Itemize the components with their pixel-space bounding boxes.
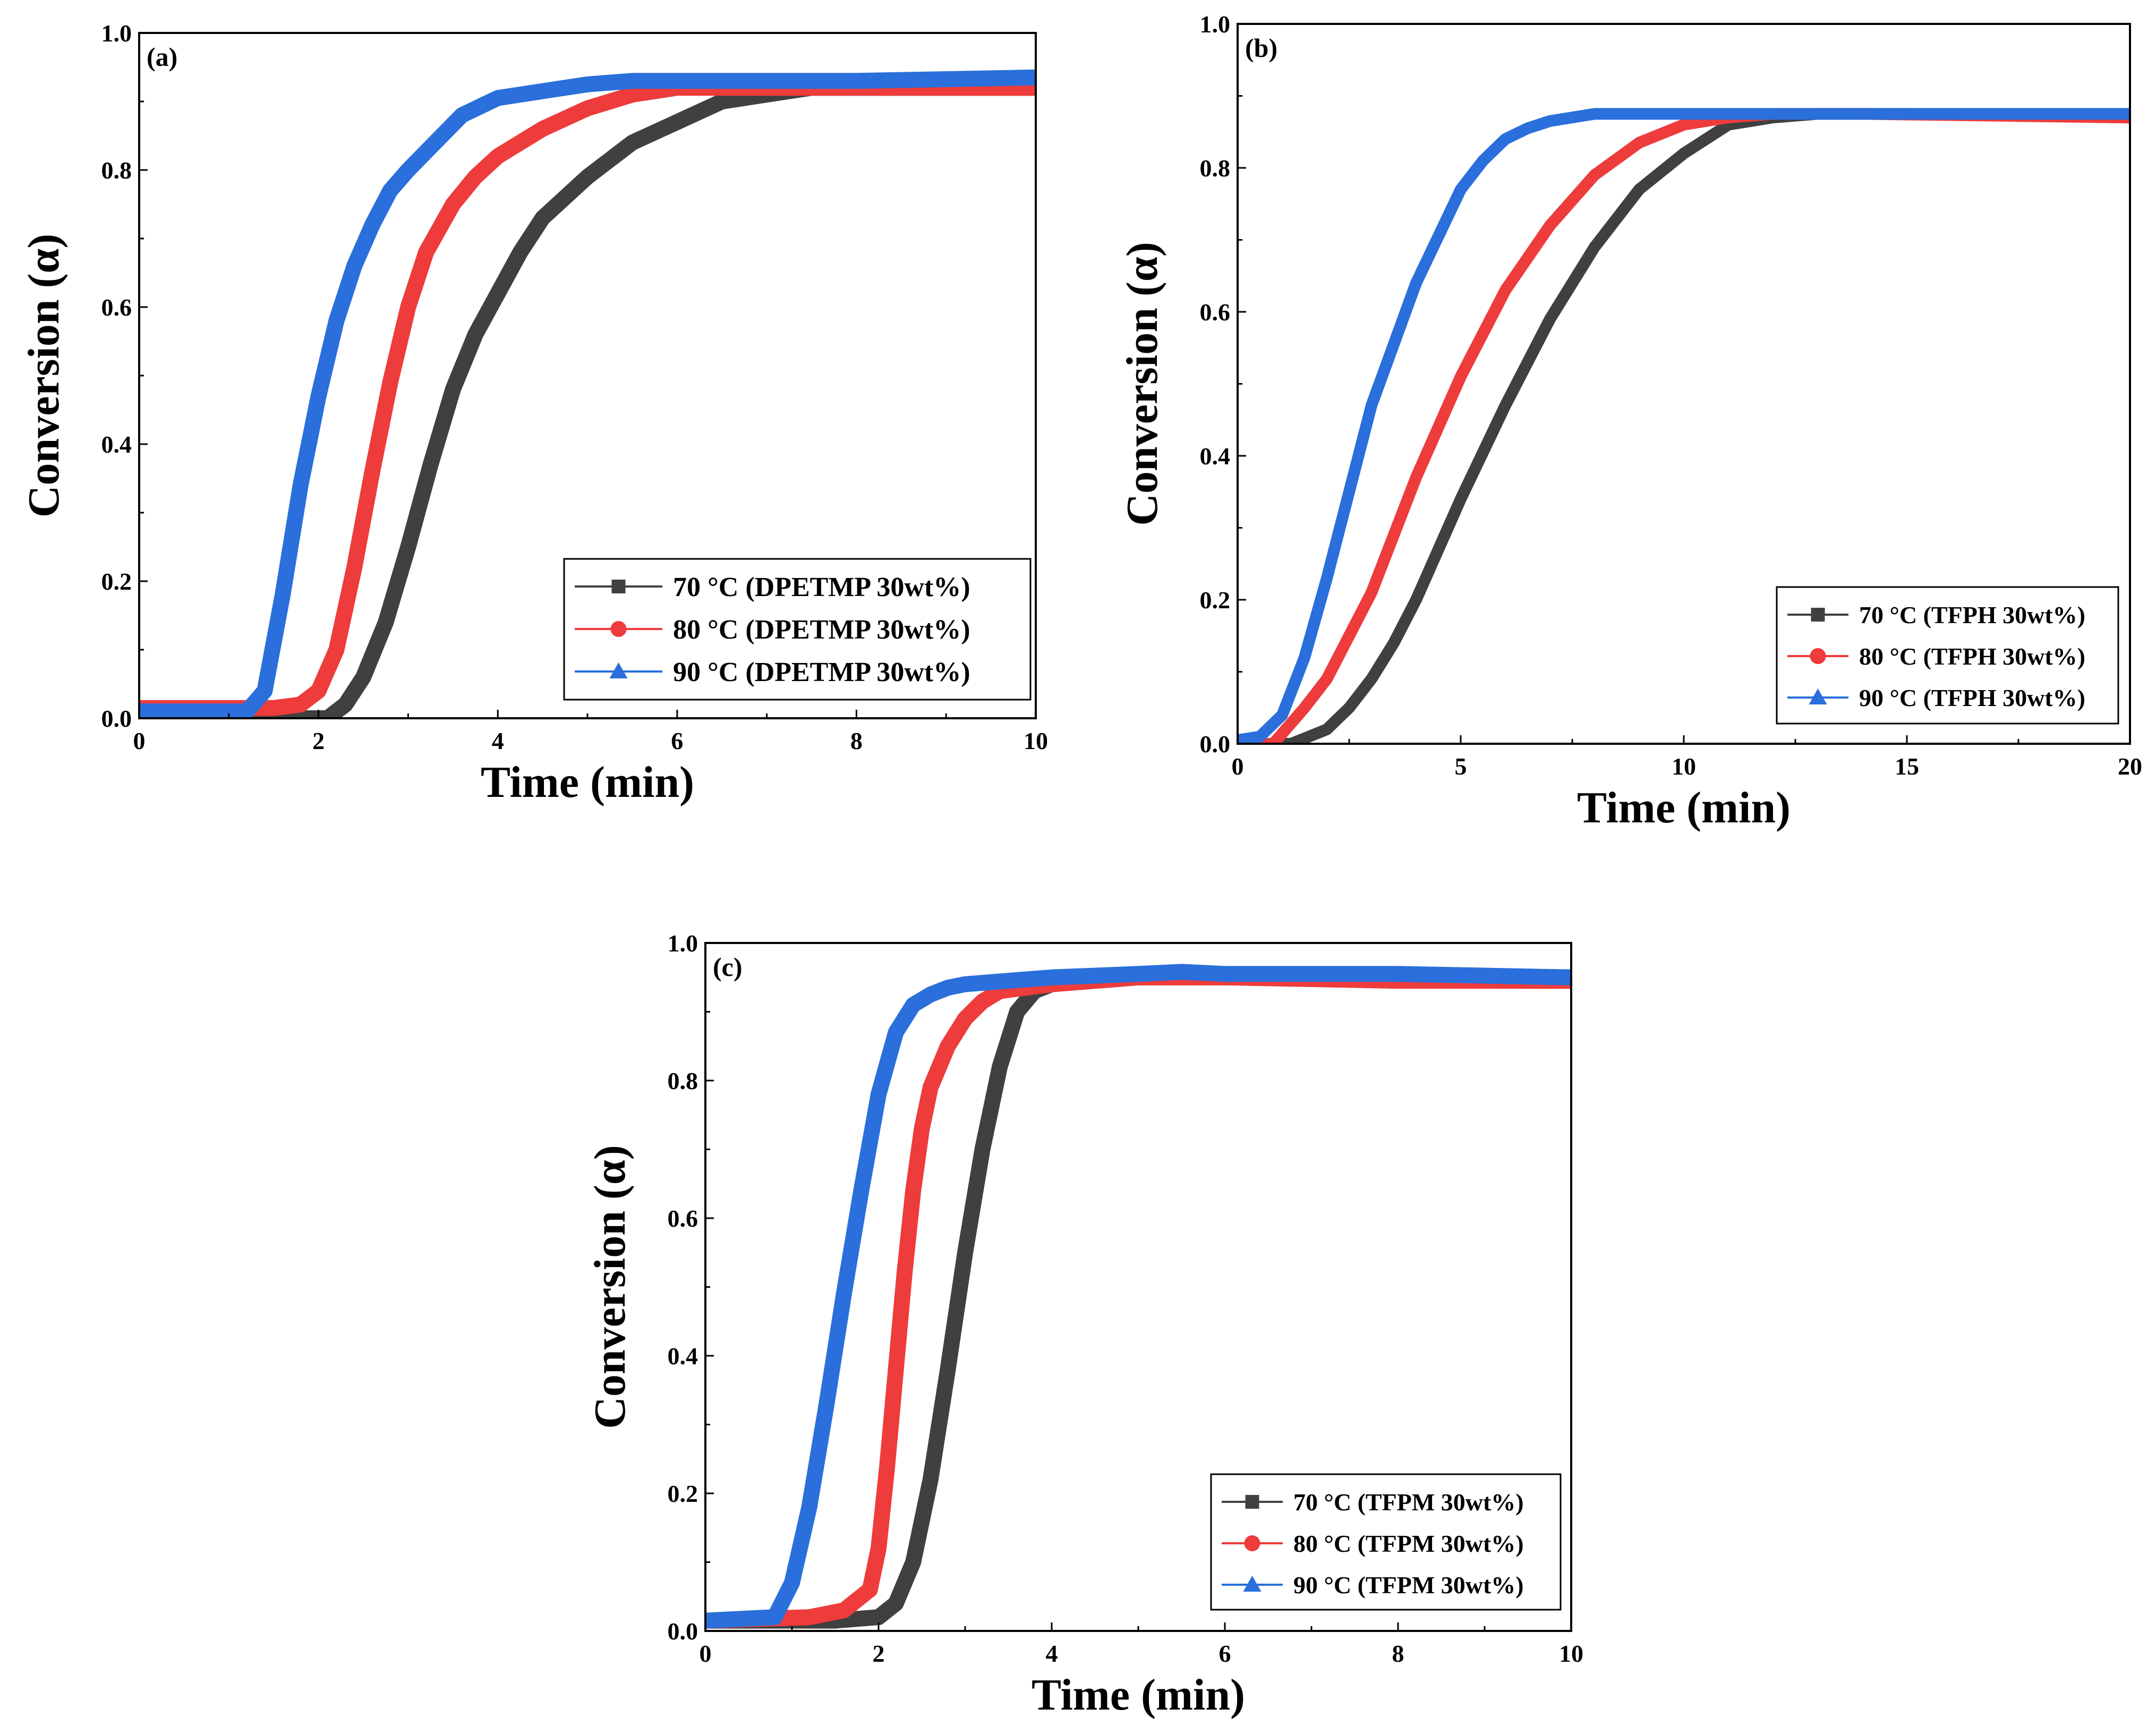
series-line-2 <box>139 69 1036 718</box>
x-tick-label: 8 <box>1392 1640 1404 1667</box>
series-line-2 <box>1238 108 2130 744</box>
legend-entry-label: 70 °C (TFPH 30wt%) <box>1859 601 2085 628</box>
panel-label: (c) <box>713 952 743 982</box>
y-tick-label: 0.2 <box>1200 586 1231 614</box>
y-tick-label: 0.6 <box>668 1205 698 1232</box>
series-group <box>705 964 1571 1629</box>
y-axis-label: Conversion (α) <box>19 234 69 518</box>
panel-label: (b) <box>1245 33 1277 63</box>
x-tick-label: 5 <box>1455 753 1467 780</box>
legend: 70 °C (DPETMP 30wt%) 80 °C (DPETMP 30wt%)… <box>563 558 1032 701</box>
legend-entry-label: 90 °C (TFPM 30wt%) <box>1293 1571 1524 1599</box>
y-tick-label: 0.6 <box>101 294 132 321</box>
legend-entry-label: 80 °C (TFPM 30wt%) <box>1293 1530 1524 1557</box>
x-axis-label: Time (min) <box>1032 1670 1245 1720</box>
legend-box <box>1210 1473 1562 1611</box>
x-tick-label: 0 <box>133 727 146 754</box>
y-tick-label: 0.0 <box>1200 730 1231 758</box>
y-tick-label: 0.4 <box>668 1342 698 1370</box>
x-tick-label: 4 <box>492 727 504 754</box>
legend-marker-circle <box>610 621 627 637</box>
x-tick-label: 2 <box>873 1640 885 1667</box>
x-tick-label: 0 <box>1232 753 1244 780</box>
plot-frame <box>138 32 1037 719</box>
plot-frame <box>704 942 1572 1632</box>
legend-marker-triangle <box>1809 688 1827 704</box>
x-tick-label: 2 <box>312 727 325 754</box>
y-tick-label: 0.0 <box>668 1618 698 1645</box>
y-tick-label: 0.0 <box>101 705 132 732</box>
y-tick-label: 0.4 <box>1200 443 1231 470</box>
legend-entry-label: 90 °C (TFPH 30wt%) <box>1859 684 2085 711</box>
legend: 70 °C (TFPH 30wt%) 80 °C (TFPH 30wt%) 90 °… <box>1776 586 2119 725</box>
plot-frame <box>1237 23 2131 745</box>
x-tick-label: 0 <box>700 1640 712 1667</box>
legend-marker-square <box>1245 1495 1259 1509</box>
x-tick-label: 6 <box>671 727 683 754</box>
legend-entry-label: 70 °C (TFPM 30wt%) <box>1293 1489 1524 1516</box>
legend-marker-square <box>611 580 626 593</box>
y-tick-label: 0.6 <box>1200 299 1231 326</box>
legend-entry-label: 70 °C (DPETMP 30wt%) <box>673 572 970 602</box>
x-tick-label: 10 <box>1672 753 1696 780</box>
y-axis-label: Conversion (α) <box>1118 242 1167 526</box>
panel-label: (a) <box>147 42 177 72</box>
panel-b-chart: 0 5 10 15 20 0.0 0.2 0.4 0.6 0.8 1.0 (b) Time (min) C… <box>1118 11 2142 832</box>
legend-marker-triangle <box>609 662 628 678</box>
x-axis-label: Time (min) <box>1577 783 1791 832</box>
y-tick-label: 0.2 <box>101 568 132 595</box>
series-group <box>139 69 1036 718</box>
series-line-1 <box>139 80 1036 716</box>
legend-marker-square <box>1811 608 1825 622</box>
legend: 70 °C (TFPM 30wt%) 80 °C (TFPM 30wt%) 90 °… <box>1210 1473 1562 1611</box>
y-tick-label: 0.2 <box>668 1480 698 1507</box>
y-tick-label: 0.8 <box>1200 155 1231 182</box>
y-tick-label: 1.0 <box>668 930 698 957</box>
y-axis-label: Conversion (α) <box>585 1145 635 1429</box>
y-tick-label: 1.0 <box>101 20 132 47</box>
x-tick-label: 15 <box>1895 753 1919 780</box>
y-tick-label: 0.8 <box>668 1067 698 1094</box>
series-line-2 <box>705 964 1571 1629</box>
panel-c-chart: 0 2 4 6 8 10 0.0 0.2 0.4 0.6 0.8 1.0 (c) Time (min) Co… <box>585 930 1583 1720</box>
x-tick-label: 20 <box>2118 753 2142 780</box>
x-axis-label: Time (min) <box>481 758 694 807</box>
y-tick-label: 0.8 <box>101 157 132 184</box>
legend-marker-circle <box>1810 648 1826 664</box>
x-tick-label: 6 <box>1219 1640 1231 1667</box>
y-tick-label: 0.4 <box>101 431 132 458</box>
x-tick-label: 10 <box>1559 1640 1583 1667</box>
x-tick-label: 4 <box>1046 1640 1058 1667</box>
series-group <box>1238 108 2130 744</box>
legend-entry-label: 80 °C (DPETMP 30wt%) <box>673 615 970 645</box>
panel-a-chart: 0 2 4 6 8 10 0.0 0.2 0.4 0.6 0.8 1.0 (a) Time (min) Co… <box>19 20 1048 807</box>
legend-entry-label: 80 °C (TFPH 30wt%) <box>1859 643 2085 670</box>
x-tick-label: 8 <box>850 727 863 754</box>
y-tick-label: 1.0 <box>1200 11 1231 38</box>
legend-entry-label: 90 °C (DPETMP 30wt%) <box>673 657 970 687</box>
x-tick-label: 10 <box>1024 727 1048 754</box>
legend-marker-circle <box>1244 1535 1260 1551</box>
legend-marker-triangle <box>1243 1576 1262 1592</box>
